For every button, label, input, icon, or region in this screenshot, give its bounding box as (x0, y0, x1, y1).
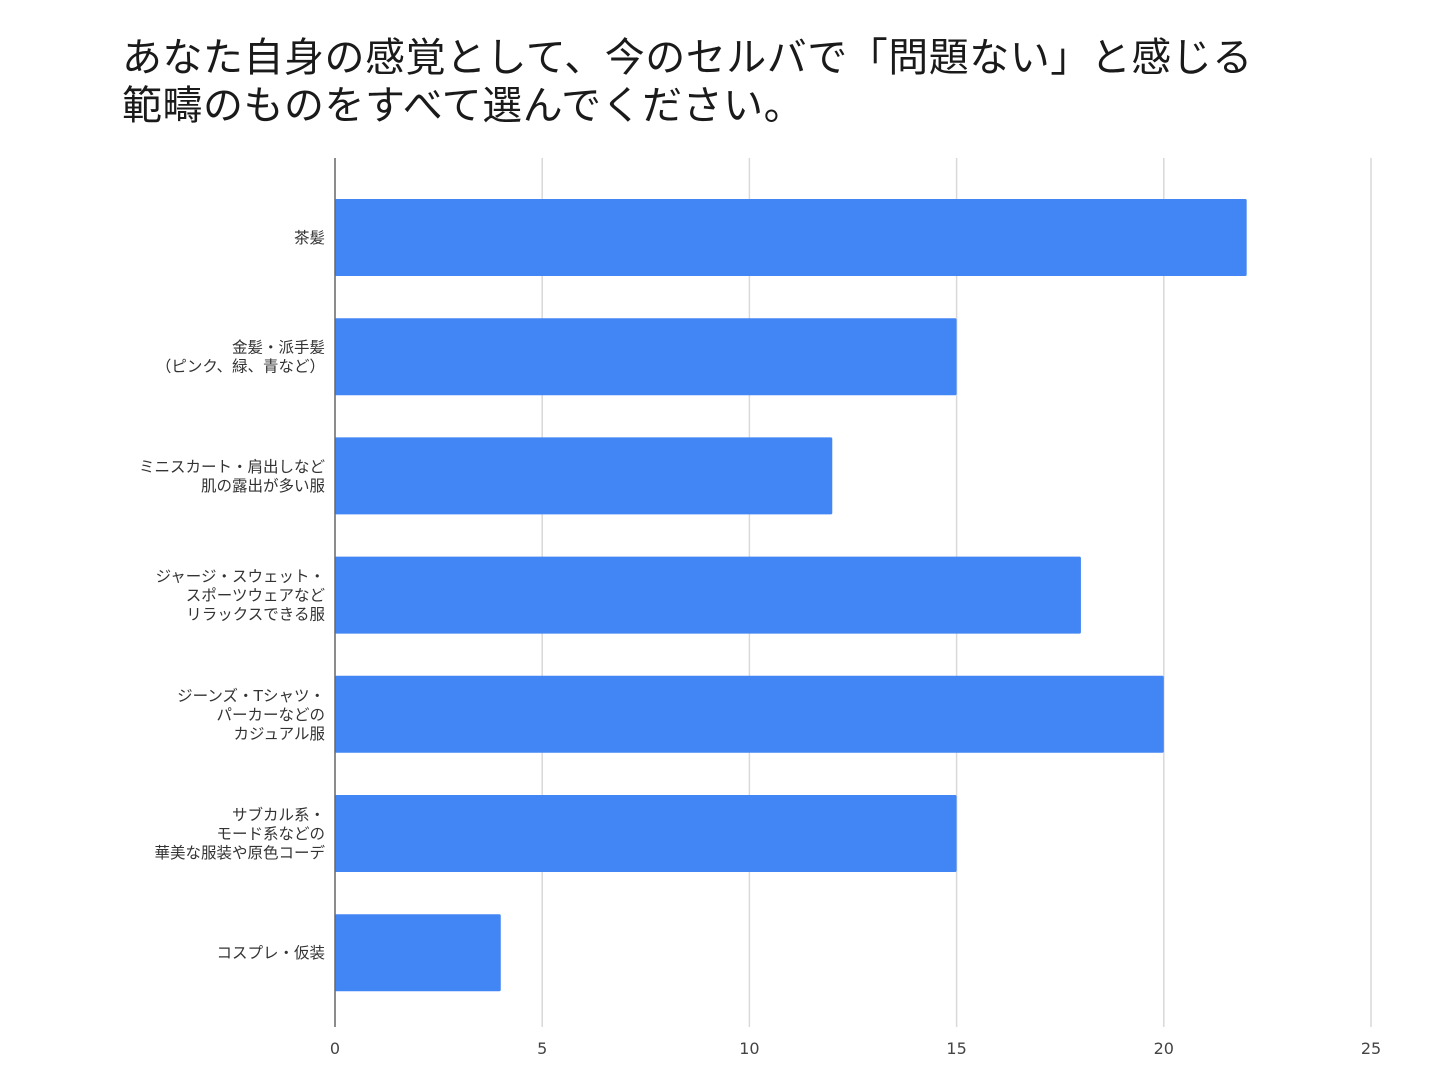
category-label-line: パーカーなどの (216, 706, 325, 724)
category-label-line: スポーツウェアなど (186, 587, 326, 605)
category-label: ミニスカート・肩出しなど肌の露出が多い服 (139, 458, 326, 495)
category-label: 金髪・派手髪（ピンク、緑、青など） (156, 339, 325, 376)
bars (335, 199, 1247, 992)
bar (335, 318, 957, 396)
category-label: ジャージ・スウェット・スポーツウェアなどリラックスできる服 (156, 568, 326, 624)
bar (335, 437, 833, 515)
chart-title-line-1: あなた自身の感覚として、今のセルバで「問題ない」と感じる (122, 35, 1253, 81)
x-tick-label: 20 (1154, 1039, 1174, 1058)
bar (335, 795, 957, 872)
category-label: ジーンズ・Tシャツ・パーカーなどのカジュアル服 (177, 687, 325, 743)
category-label: 茶髪 (294, 229, 325, 247)
x-tick-label: 0 (330, 1039, 340, 1058)
category-label-line: （ピンク、緑、青など） (156, 358, 325, 376)
x-tick-labels: 0 5 10 15 20 25 (330, 1039, 1381, 1058)
category-label-line: コスプレ・仮装 (216, 944, 325, 962)
category-label-line: モード系などの (216, 825, 325, 843)
category-label-line: ジャージ・スウェット・ (156, 568, 325, 586)
category-label: コスプレ・仮装 (216, 944, 325, 962)
x-tick-label: 15 (946, 1039, 966, 1058)
category-label-line: ミニスカート・肩出しなど (139, 458, 326, 476)
category-label-line: 華美な服装や原色コーデ (154, 843, 325, 862)
category-label-line: サブカル系・ (232, 805, 325, 824)
category-label-line: ジーンズ・Tシャツ・ (177, 687, 325, 705)
category-label-line: カジュアル服 (234, 725, 326, 743)
bar (335, 914, 501, 992)
category-label-line: 金髪・派手髪 (232, 339, 325, 357)
category-label-line: リラックスできる服 (186, 606, 325, 624)
category-label-line: 肌の露出が多い服 (201, 477, 326, 495)
x-tick-label: 25 (1361, 1039, 1381, 1058)
category-label: サブカル系・モード系などの華美な服装や原色コーデ (154, 805, 325, 862)
category-label-line: 茶髪 (294, 229, 325, 247)
chart-title: あなた自身の感覚として、今のセルバで「問題ない」と感じる 範疇のものをすべて選ん… (122, 34, 1382, 130)
chart-title-line-2: 範疇のものをすべて選んでください。 (122, 83, 805, 129)
bar (335, 556, 1081, 634)
x-tick-label: 10 (739, 1039, 759, 1058)
bar (335, 675, 1164, 753)
bar (335, 199, 1247, 276)
x-tick-label: 5 (537, 1039, 547, 1058)
